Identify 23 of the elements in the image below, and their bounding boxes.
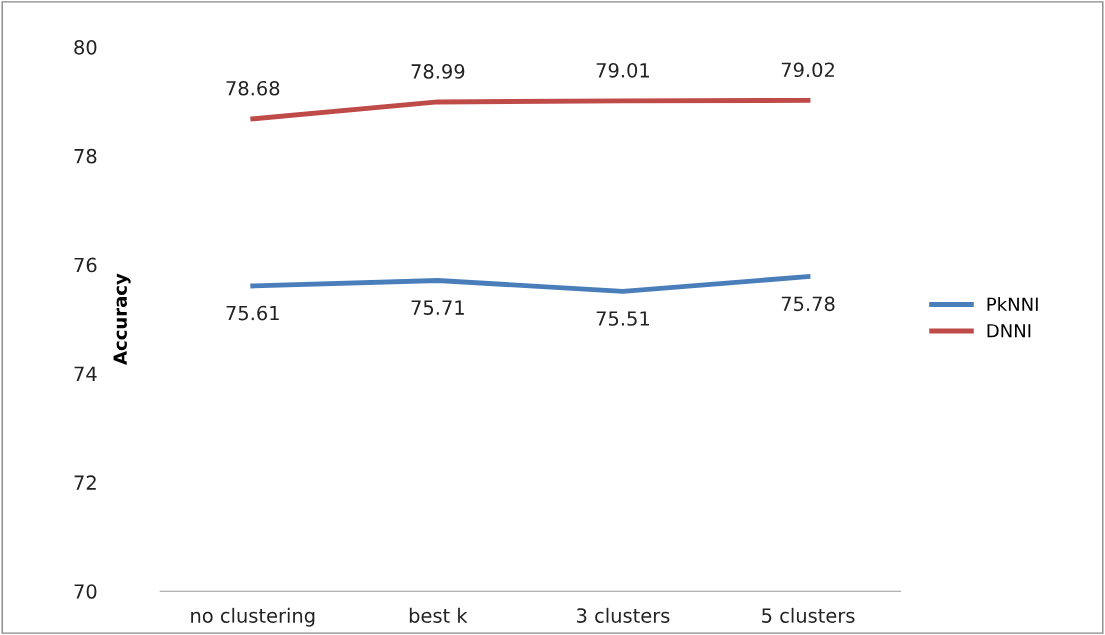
- data-label: 78.68: [226, 80, 280, 96]
- y-tick-label: 70: [74, 584, 97, 599]
- data-label: 78.99: [411, 64, 465, 79]
- y-tick-label: 74: [74, 366, 97, 381]
- data-label: 79.01: [596, 62, 649, 78]
- legend-label: PkNNI: [987, 297, 1038, 311]
- data-label: 75.61: [226, 305, 279, 321]
- legend-label: DNNI: [987, 324, 1031, 338]
- data-label: 75.78: [781, 296, 835, 312]
- x-tick-label: no clustering: [191, 607, 315, 627]
- y-tick-label: 78: [74, 148, 97, 164]
- x-tick-label: best k: [409, 607, 468, 623]
- y-tick-label: 76: [74, 257, 97, 273]
- data-label: 79.02: [781, 62, 834, 78]
- y-tick-label: 72: [74, 475, 96, 490]
- line-series: [250, 274, 811, 294]
- y-tick-label: 80: [74, 39, 97, 55]
- data-label: 75.51: [596, 311, 649, 326]
- x-tick-label: 3 clusters: [577, 607, 670, 623]
- data-label: 75.71: [411, 300, 464, 315]
- x-tick-label: 5 clusters: [762, 607, 855, 623]
- y-axis-title: Accuracy: [113, 273, 131, 365]
- line-series: [250, 97, 811, 122]
